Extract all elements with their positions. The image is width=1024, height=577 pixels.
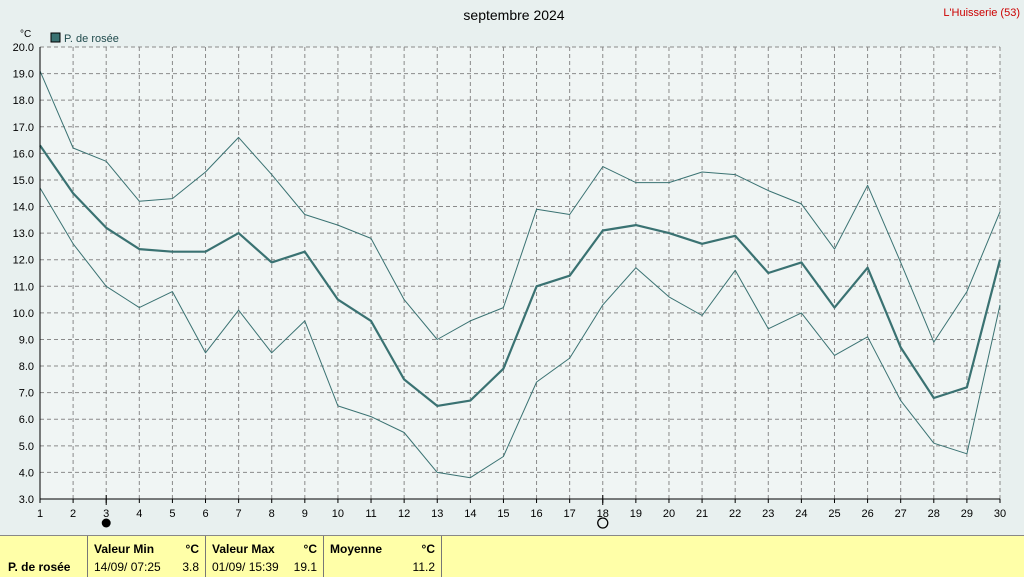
x-tick-label: 19 <box>630 508 642 520</box>
y-tick-label: 9.0 <box>19 334 34 346</box>
stats-row-label: P. de rosée <box>8 560 71 574</box>
y-tick-label: 8.0 <box>19 361 34 373</box>
grid-lines <box>40 46 1001 499</box>
x-tick-label: 10 <box>332 508 344 520</box>
stats-min-cell: Valeur Min °C 14/09/ 07:25 3.8 <box>88 536 206 577</box>
max-value: 19.1 <box>293 560 317 574</box>
x-tick-label: 25 <box>828 508 840 520</box>
min-header: Valeur Min <box>94 542 155 556</box>
legend-label: P. de rosée <box>64 33 119 45</box>
x-tick-label: 24 <box>795 508 807 520</box>
x-tick-label: 22 <box>729 508 741 520</box>
x-tick-label: 17 <box>564 508 576 520</box>
x-tick-label: 4 <box>136 508 142 520</box>
x-tick-label: 21 <box>696 508 708 520</box>
stats-avg-cell: Moyenne °C 11.2 <box>324 536 442 577</box>
min-date: 14/09/ 07:25 <box>94 560 161 574</box>
max-header: Valeur Max <box>212 542 275 556</box>
y-tick-label: 10.0 <box>13 308 34 320</box>
min-value: 3.8 <box>182 560 199 574</box>
x-tick-label: 20 <box>663 508 675 520</box>
x-tick-label: 16 <box>530 508 542 520</box>
y-tick-label: 5.0 <box>19 441 34 453</box>
x-tick-label: 8 <box>269 508 275 520</box>
moon-markers <box>101 495 609 529</box>
y-tick-label: 15.0 <box>13 175 34 187</box>
series-line-max <box>39 70 1001 343</box>
series-line-min <box>39 187 1001 479</box>
chart-title: septembre 2024 <box>463 7 564 23</box>
x-tick-label: 29 <box>961 508 973 520</box>
avg-value: 11.2 <box>412 560 435 574</box>
dewpoint-chart: septembre 2024 L'Huisserie (53) °C P. de… <box>13 7 1020 529</box>
x-tick-label: 7 <box>236 508 242 520</box>
legend-swatch <box>50 32 61 43</box>
plot-area <box>40 47 1000 499</box>
x-tick-label: 9 <box>302 508 308 520</box>
x-tick-label: 30 <box>994 508 1006 520</box>
y-axis-ticks: 3.0 4.0 5.0 6.0 7.0 8.0 9.0 10.0 11.0 12.0 13.0 14.… <box>13 42 34 506</box>
y-tick-label: 3.0 <box>19 494 34 506</box>
stats-max-cell: Valeur Max °C 01/09/ 15:39 19.1 <box>206 536 324 577</box>
x-tick-label: 26 <box>861 508 873 520</box>
y-tick-label: 7.0 <box>19 388 34 400</box>
y-tick-label: 6.0 <box>19 414 34 426</box>
x-tick-label: 27 <box>895 508 907 520</box>
x-tick-label: 3 <box>103 508 109 520</box>
min-unit: °C <box>185 542 199 556</box>
x-tick-label: 2 <box>70 508 76 520</box>
stats-panel: P. de rosée Valeur Min °C 14/09/ 07:25 3… <box>0 535 1024 577</box>
y-tick-label: 19.0 <box>13 69 34 81</box>
full-moon-icon <box>597 517 609 529</box>
stats-row-label-cell: P. de rosée <box>0 536 88 577</box>
x-tick-label: 5 <box>169 508 175 520</box>
x-tick-label: 1 <box>37 508 43 520</box>
new-moon-icon <box>101 518 111 528</box>
y-tick-label: 17.0 <box>13 122 34 134</box>
y-tick-label: 16.0 <box>13 148 34 160</box>
y-tick-label: 20.0 <box>13 42 34 54</box>
x-tick-label: 15 <box>497 508 509 520</box>
avg-unit: °C <box>421 542 435 556</box>
y-tick-label: 13.0 <box>13 228 34 240</box>
x-tick-label: 11 <box>365 508 376 520</box>
series-line-mean <box>39 144 1002 407</box>
x-axis-ticks: 1 2 3 4 5 6 7 8 9 10 11 12 13 14 15 16 17 18 19 20 21 22 23 24 2… <box>37 499 1006 520</box>
max-date: 01/09/ 15:39 <box>212 560 279 574</box>
y-tick-label: 4.0 <box>19 467 34 479</box>
x-tick-label: 13 <box>431 508 443 520</box>
x-tick-label: 14 <box>464 508 476 520</box>
y-tick-label: 12.0 <box>13 255 34 267</box>
y-tick-label: 11.0 <box>13 281 34 293</box>
y-tick-label: 14.0 <box>13 202 34 214</box>
x-tick-label: 12 <box>398 508 410 520</box>
series-lines <box>39 70 1002 479</box>
x-tick-label: 18 <box>597 508 609 520</box>
x-tick-label: 23 <box>762 508 774 520</box>
x-tick-label: 6 <box>202 508 208 520</box>
station-name: L'Huisserie (53) <box>943 7 1020 19</box>
y-tick-label: 18.0 <box>13 95 34 107</box>
max-unit: °C <box>303 542 317 556</box>
avg-header: Moyenne <box>330 542 383 556</box>
y-axis-unit: °C <box>20 29 31 40</box>
x-tick-label: 28 <box>928 508 940 520</box>
